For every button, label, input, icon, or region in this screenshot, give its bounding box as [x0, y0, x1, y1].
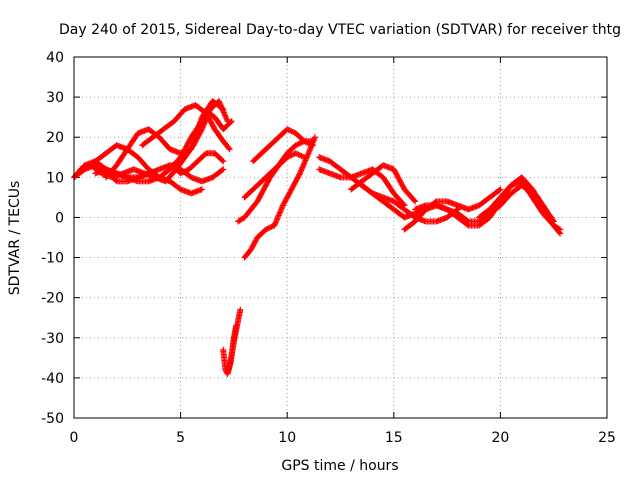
data-point-marks: [358, 182, 461, 225]
y-tick-label: 0: [55, 210, 64, 226]
series-arc14: [241, 150, 308, 201]
data-point-marks: [250, 126, 316, 165]
series-arc10: [224, 306, 244, 377]
data-point-marks: [169, 150, 227, 177]
series-arc11: [235, 138, 316, 225]
x-tick-label: 5: [176, 430, 185, 446]
plot-frame: [73, 56, 608, 419]
series-arc8: [169, 150, 227, 177]
series-arc22: [476, 178, 564, 233]
grid: [74, 57, 607, 418]
y-tick-label: 30: [46, 90, 64, 106]
y-tick-label: 40: [46, 50, 64, 66]
y-tick-label: -10: [41, 251, 64, 267]
data-point-marks: [348, 162, 419, 205]
series-arc17: [348, 162, 419, 205]
data-point-marks: [241, 150, 308, 201]
y-tick-label: -50: [41, 411, 64, 427]
data-marks: [71, 98, 564, 377]
data-point-marks: [224, 306, 244, 377]
axis-ticks: 0 5 10 15 20 25 -50 -40 -30 -20 -10 0 10 20 30 40: [41, 50, 616, 446]
data-point-marks: [235, 138, 316, 225]
series-arc5: [102, 98, 227, 181]
x-tick-label: 20: [491, 430, 509, 446]
x-tick-label: 25: [598, 430, 616, 446]
series-arc15: [316, 154, 440, 221]
series-arc18: [358, 182, 461, 225]
series-arc13: [250, 126, 316, 165]
data-point-marks: [316, 154, 440, 221]
data-point-marks: [102, 98, 227, 181]
chart-title: Day 240 of 2015, Sidereal Day-to-day VTE…: [59, 22, 621, 38]
y-tick-label: 10: [46, 170, 64, 186]
x-axis-label: GPS time / hours: [281, 458, 398, 474]
y-tick-label: 20: [46, 130, 64, 146]
x-tick-label: 15: [385, 430, 403, 446]
data-point-marks: [476, 178, 564, 233]
series-arc7: [139, 102, 233, 153]
series-arc12: [241, 134, 318, 261]
data-point-marks: [241, 134, 318, 261]
y-tick-label: -20: [41, 291, 64, 307]
x-tick-label: 0: [70, 430, 79, 446]
y-axis-label: SDTVAR / TECUs: [7, 181, 23, 296]
data-point-marks: [139, 102, 233, 153]
y-tick-label: -30: [41, 331, 64, 347]
y-tick-label: -40: [41, 371, 64, 387]
x-tick-label: 10: [278, 430, 296, 446]
